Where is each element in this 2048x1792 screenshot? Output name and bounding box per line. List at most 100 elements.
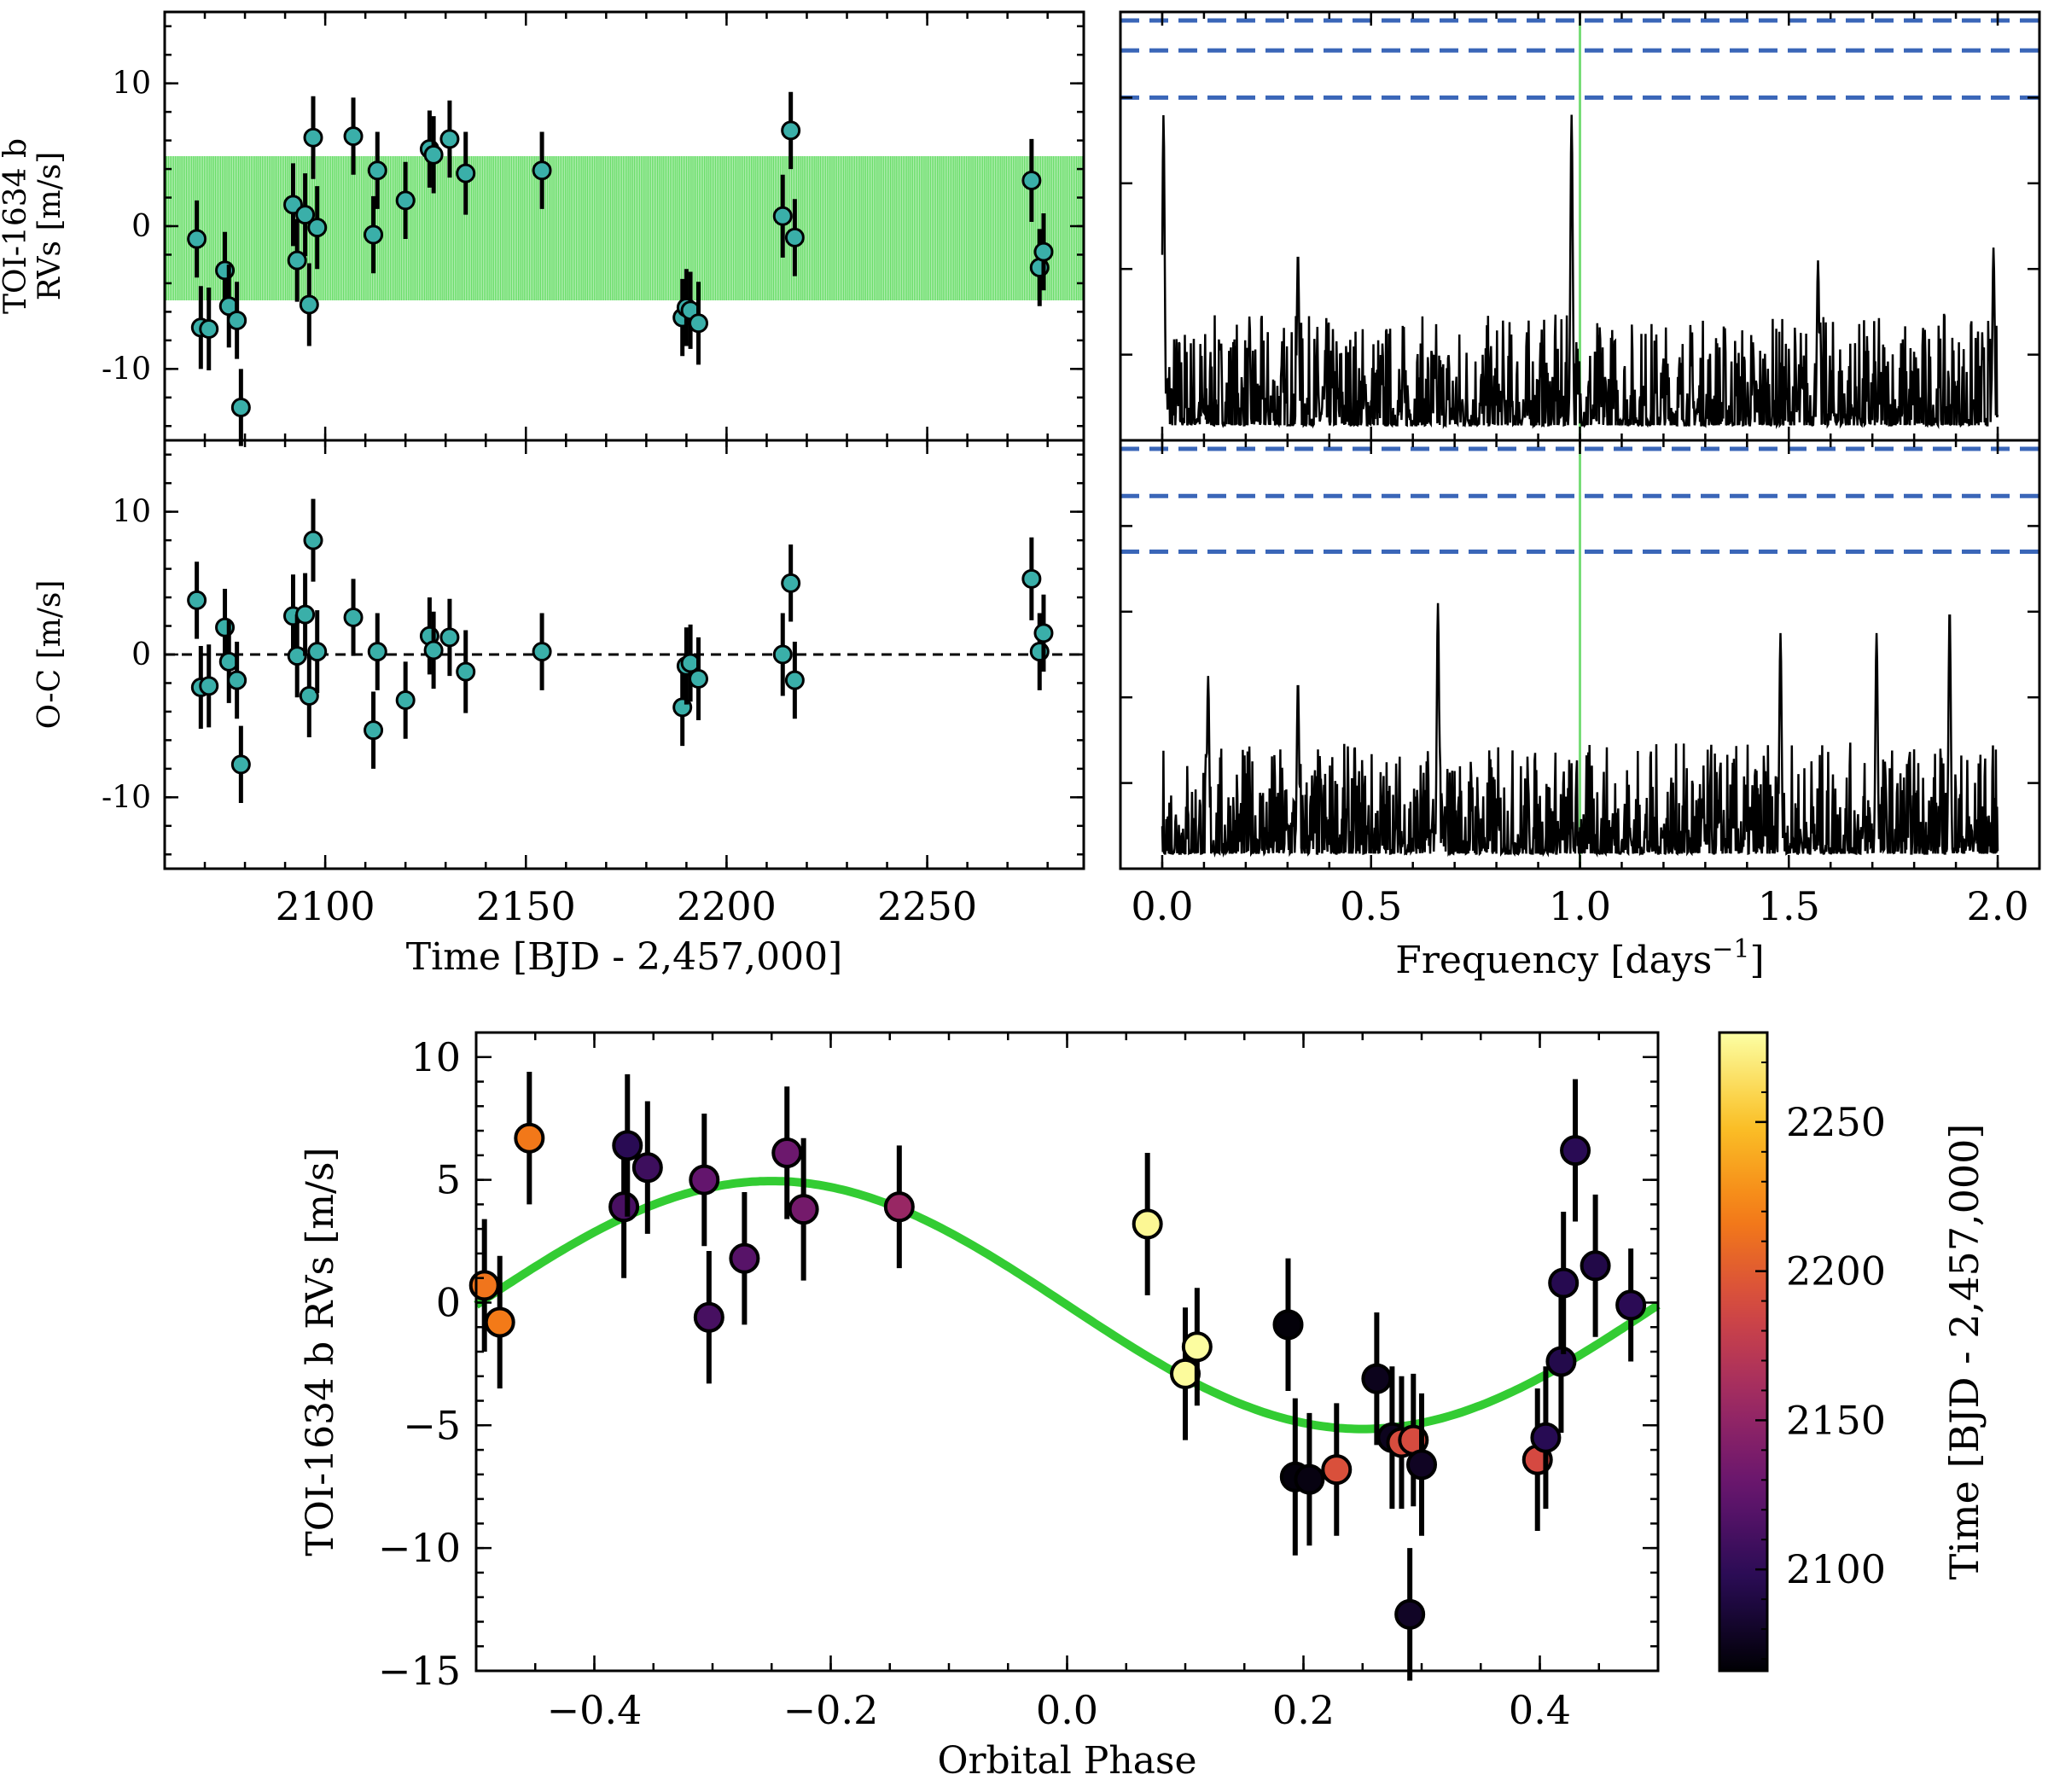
phase-point [1181,1288,1213,1406]
oc-marker [307,642,328,662]
colorbar-tick-label: 2250 [1786,1099,1886,1145]
rv-marker [1021,170,1042,190]
x-axis-label: Frequency [days−1] [1395,934,1764,982]
rv-point [218,265,239,348]
y-tick-label: −10 [378,1525,461,1571]
phase-point [1321,1403,1353,1536]
phase-marker [693,1301,724,1333]
oc-point [784,641,805,719]
rv-marker [343,126,364,147]
x-tick-label: −0.2 [783,1687,879,1733]
rv-marker [227,310,247,330]
phase-marker [1548,1267,1580,1299]
oc-point [1021,537,1042,620]
y-tick-label: 0 [131,637,151,672]
y-tick-label: 10 [112,495,151,530]
rv-marker [307,218,328,238]
x-tick-label: 1.5 [1758,883,1820,929]
oc-point [199,644,219,728]
y-tick-label: -10 [102,352,151,387]
y-tick-label: 5 [436,1157,461,1203]
phase-marker [1321,1454,1353,1486]
phase-marker [689,1164,720,1196]
x-tick-label: 2150 [476,883,576,929]
phase-marker [1272,1309,1304,1341]
phase-point [788,1137,819,1281]
rv-point [1033,212,1054,291]
phase-marker [1294,1463,1325,1495]
phase-point [514,1072,545,1205]
phase-point [1615,1248,1647,1362]
axes-frame [474,1031,1660,1673]
rv-point [227,282,247,359]
y-axis-label-line1: TOI-1634 b [0,138,33,314]
x-tick-label: 0.0 [1036,1687,1098,1733]
x-tick-label: 2.0 [1966,883,2028,929]
x-tick-label: 0.4 [1509,1687,1571,1733]
periodogram-rv-panel [1119,10,2041,442]
phase-marker [631,1152,663,1184]
colorbar-tick-label: 2150 [1786,1397,1886,1443]
oc-marker [199,676,219,696]
oc-marker [364,720,384,741]
oc-point [395,661,416,739]
colorbar-label: Time [BJD - 2,457,000] [1941,1124,1987,1580]
rv-point [303,96,323,179]
oc-point [307,610,328,694]
oc-point [423,611,444,689]
oc-marker [1033,623,1054,643]
oc-marker [439,627,460,648]
oc-marker [689,668,709,689]
phase-point [689,1113,720,1247]
oc-marker [299,686,319,707]
phase-point [1548,1212,1580,1354]
rv-point [287,218,307,302]
oc-point [343,579,364,656]
phase-marker [1560,1135,1591,1167]
oc-point [772,613,793,696]
y-tick-label: 10 [410,1034,461,1080]
rv-point [532,131,552,209]
oc-point [1033,594,1054,672]
rv-point [295,173,316,257]
rv-point [772,174,793,258]
oc-marker [395,690,416,711]
phase-marker [514,1122,545,1154]
oc-point [364,691,384,769]
rv-marker [295,205,316,225]
y-tick-label: −5 [403,1402,461,1448]
y-tick-label: 10 [112,67,151,102]
phase-point [1580,1194,1611,1337]
phase-point [883,1145,915,1269]
model-band [164,156,1083,301]
y-axis-label-line2: RVs [m/s] [32,152,67,301]
rv-point [299,263,319,346]
oc-marker [784,670,805,690]
rv-marker [532,160,552,181]
x-tick-label: −0.4 [547,1687,643,1733]
oc-marker [772,644,793,665]
x-tick-label: 1.0 [1549,883,1611,929]
phase-marker [883,1191,915,1223]
phase-marker [1361,1363,1393,1394]
y-axis-label: TOI-1634 b RVs [m/s] [299,1147,342,1556]
oc-point [689,637,709,720]
phase-point [1406,1393,1437,1536]
rv-marker [230,398,251,418]
rv-point [187,200,207,278]
rv-point [1021,138,1042,222]
phase-marker [1181,1331,1213,1363]
rv-point [364,195,384,274]
phase-marker [1615,1289,1647,1321]
phase-marker [1406,1449,1437,1481]
rv-marker [367,160,387,181]
rv-marker [784,227,805,247]
phase-marker [1580,1250,1611,1282]
rv-marker [439,129,460,149]
model-curve [474,1177,1661,1434]
power-spectrum-line [1161,114,1999,429]
phase-point [1294,1412,1325,1546]
oc-marker [423,640,444,660]
oc-marker [343,607,364,627]
